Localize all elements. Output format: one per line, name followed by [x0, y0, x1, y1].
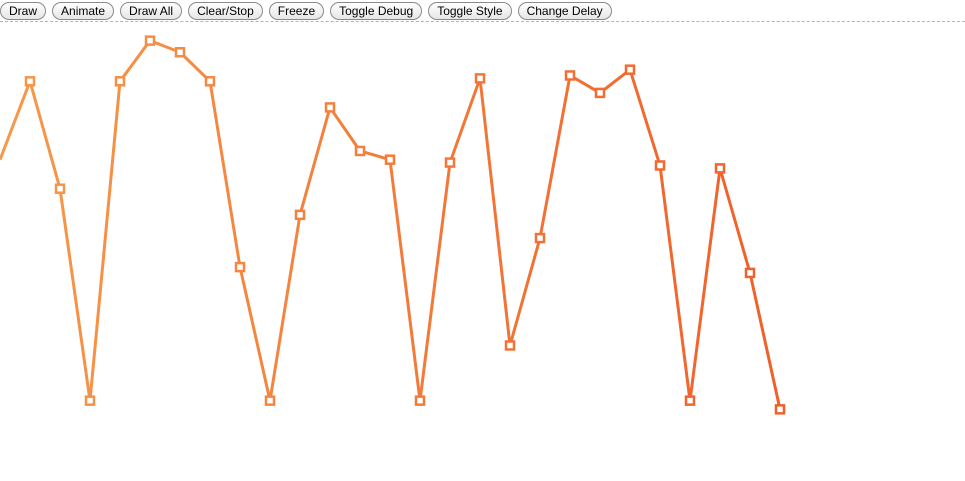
data-point — [594, 87, 606, 99]
data-point — [534, 232, 546, 244]
data-point — [174, 47, 186, 58]
data-point — [24, 76, 36, 87]
data-point — [384, 154, 396, 165]
data-point — [234, 261, 246, 273]
toggle-debug-button[interactable]: Toggle Debug — [330, 2, 423, 20]
animate-button[interactable]: Animate — [52, 2, 115, 20]
separator-line — [0, 21, 965, 22]
data-point — [444, 157, 456, 168]
data-point — [144, 35, 156, 46]
data-point — [204, 76, 216, 87]
draw-all-button[interactable]: Draw All — [120, 2, 183, 20]
data-point — [54, 183, 66, 194]
data-point — [774, 404, 786, 415]
clear-stop-button[interactable]: Clear/Stop — [188, 2, 263, 20]
series-group — [0, 35, 786, 415]
draw-button[interactable]: Draw — [0, 2, 47, 20]
series-line — [0, 39, 782, 410]
data-point — [114, 76, 126, 87]
data-point — [84, 395, 96, 406]
data-point — [504, 340, 516, 351]
toggle-style-button[interactable]: Toggle Style — [428, 2, 512, 20]
freeze-button[interactable]: Freeze — [268, 2, 325, 20]
data-point — [744, 267, 756, 279]
data-point — [264, 395, 276, 406]
data-point — [684, 395, 696, 406]
data-point — [474, 73, 486, 84]
data-point — [294, 209, 306, 221]
line-chart — [0, 35, 786, 415]
data-point — [654, 160, 666, 171]
data-point — [324, 102, 336, 113]
data-point — [564, 70, 576, 81]
data-point — [714, 163, 726, 174]
change-delay-button[interactable]: Change Delay — [517, 2, 612, 20]
data-point — [624, 64, 636, 75]
data-point — [354, 145, 366, 157]
data-point — [414, 395, 426, 406]
toolbar: Draw Animate Draw All Clear/Stop Freeze … — [0, 0, 965, 21]
